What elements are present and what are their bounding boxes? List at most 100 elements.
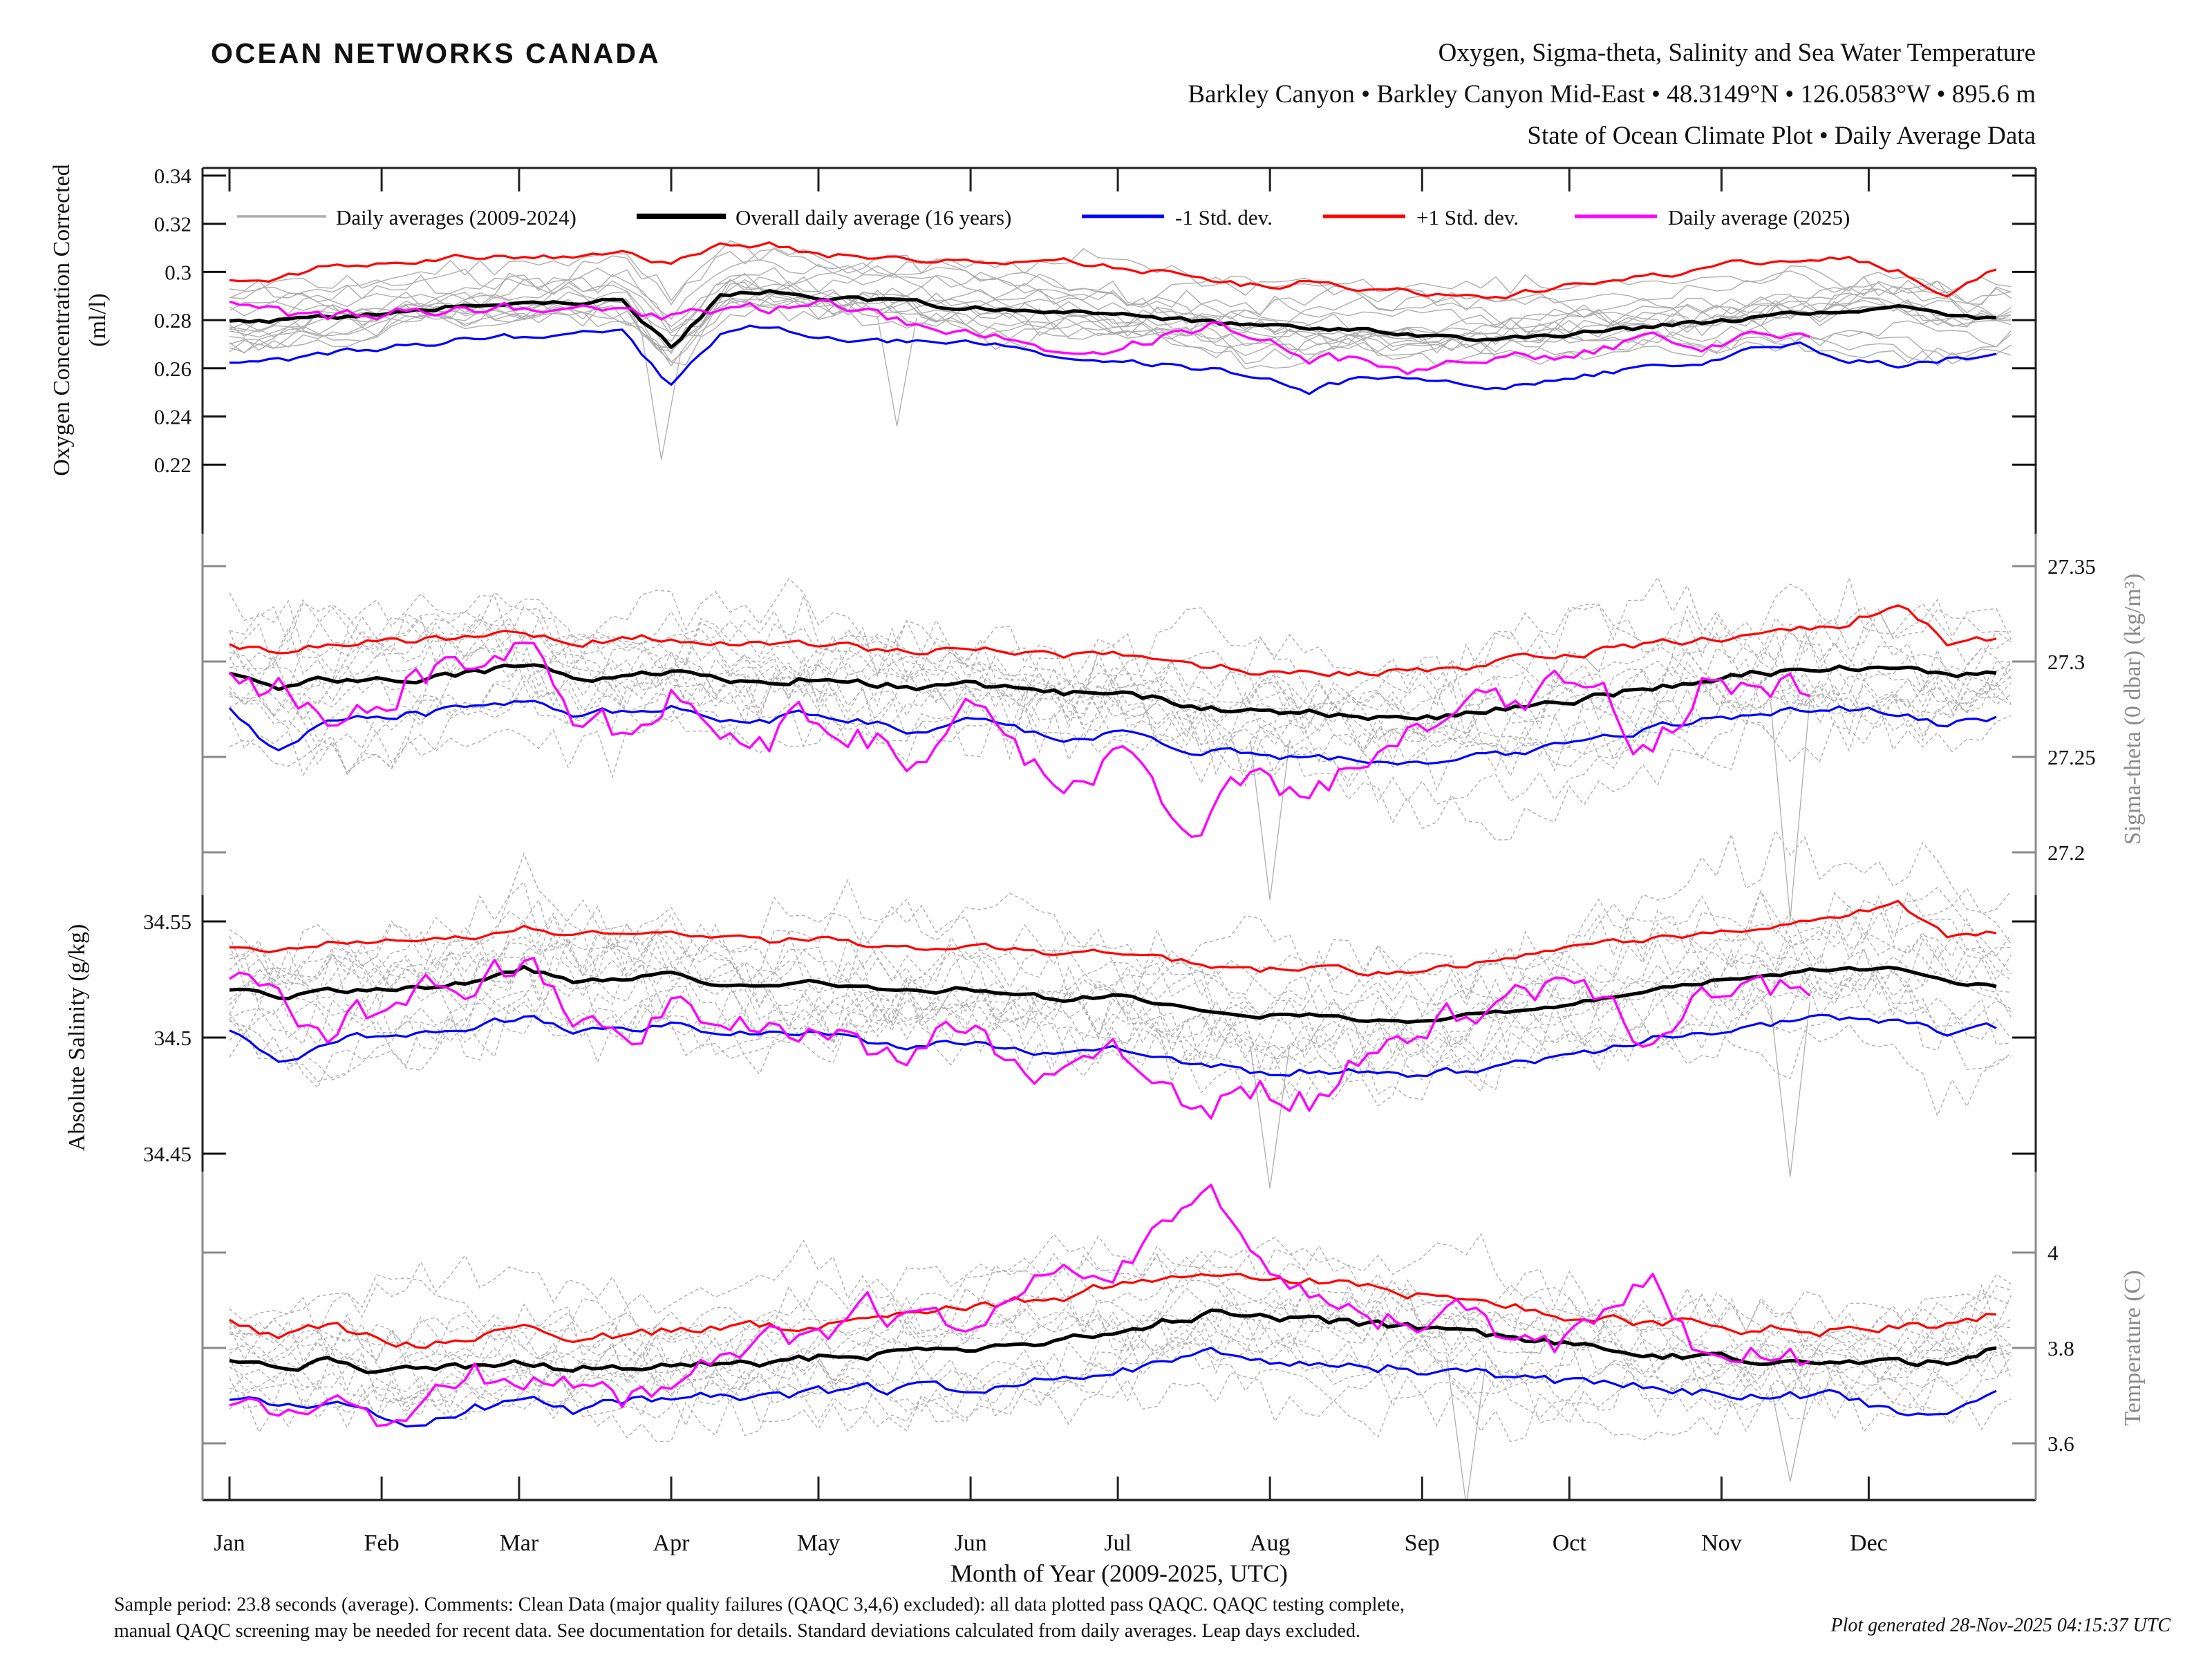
history-spike-line (1250, 1045, 1291, 1189)
history-year-line (229, 886, 2012, 1020)
history-year-line (229, 1356, 2012, 1441)
history-year-line (229, 612, 2012, 749)
y-axis-title-oxygen: Oxygen Concentration Corrected (49, 164, 75, 476)
history-year-line (229, 267, 2012, 365)
history-year-line (229, 829, 2012, 1002)
y-axis-units-oxygen: (ml/l) (85, 293, 111, 346)
history-year-line (229, 576, 2012, 753)
figure-subtitle-type: State of Ocean Climate Plot • Daily Aver… (1527, 122, 2036, 150)
history-year-line (229, 576, 2012, 700)
month-label: Aug (1250, 1530, 1291, 1556)
oxygen-tick-label: 0.34 (154, 164, 192, 188)
temperature-tick-label: 4 (2047, 1241, 2059, 1265)
footer-comments-line1: Sample period: 23.8 seconds (average). C… (114, 1594, 1405, 1615)
month-label: Oct (1553, 1530, 1587, 1556)
salinity-std_plus-line (229, 899, 1997, 977)
sigma_theta-tick-label: 27.25 (2047, 745, 2096, 769)
history-year-line (229, 946, 2012, 1076)
history-year-line (229, 945, 2012, 1082)
legend-label-minus-std: -1 Std. dev. (1175, 205, 1273, 229)
history-year-line (229, 1284, 2012, 1403)
figure-subtitle-location: Barkley Canyon • Barkley Canyon Mid-East… (1188, 80, 2036, 109)
history-year-line (229, 915, 2012, 1024)
oxygen-year_2025-line (229, 299, 1810, 375)
sigma_theta-year_2025-line (228, 641, 1810, 838)
salinity-panel-series (229, 829, 2012, 1189)
temperature-std_minus-line (229, 1347, 1997, 1428)
oxygen-std_minus-line (229, 324, 1997, 395)
history-year-line (229, 1315, 2012, 1443)
history-year-line (229, 622, 2012, 782)
oxygen-tick-label: 0.28 (154, 308, 191, 332)
history-year-line (229, 259, 2012, 328)
history-year-line (229, 1232, 2012, 1347)
history-year-line (229, 592, 2012, 715)
legend-label-2025: Daily average (2025) (1668, 205, 1850, 229)
history-year-line (229, 1294, 2012, 1405)
salinity-tick-label: 34.55 (143, 910, 191, 934)
salinity-year_2025-line (229, 956, 1811, 1120)
month-label: Jun (954, 1530, 986, 1556)
legend: Daily averages (2009-2024) Overall daily… (237, 205, 1850, 229)
oxygen-tick-label: 0.32 (154, 212, 191, 236)
history-year-line (229, 1292, 2012, 1408)
history-spike-line (1770, 1002, 1810, 1177)
salinity-mean-line (229, 965, 1997, 1024)
series-layer (228, 240, 2012, 1500)
oxygen-std_plus-line (229, 241, 1997, 300)
history-year-line (229, 268, 2012, 331)
plot-generated-note: Plot generated 28-Nov-2025 04:15:37 UTC (1830, 1615, 2171, 1636)
oxygen-tick-label: 0.3 (165, 260, 191, 284)
history-spike-line (1770, 699, 1810, 919)
history-spike-line (877, 315, 917, 427)
month-label: Jan (214, 1530, 245, 1556)
history-year-line (229, 655, 2012, 771)
figure-title: Oxygen, Sigma-theta, Salinity and Sea Wa… (1438, 39, 2036, 67)
month-label: Mar (500, 1530, 539, 1556)
history-year-line (229, 889, 2012, 1065)
salinity-std_minus-line (229, 1013, 1997, 1078)
month-label: Sep (1405, 1530, 1440, 1556)
month-label: Nov (1701, 1530, 1742, 1556)
footer-comments-line2: manual QAQC screening may be needed for … (114, 1620, 1360, 1642)
history-year-line (229, 279, 2012, 355)
history-year-line (229, 878, 2012, 1059)
y-axis-title-temperature: Temperature (C) (2120, 1270, 2146, 1425)
oxygen-tick-label: 0.24 (154, 405, 192, 429)
oxygen-panel-series (229, 240, 2012, 460)
month-label: Feb (364, 1530, 400, 1556)
chart-area: 0.34 0.32 0.3 0.28 0.26 0.24 0.22 27.35 27.3 27.2… (143, 164, 2096, 1556)
oxygen-tick-label: 0.22 (154, 453, 191, 477)
history-spike-line (641, 333, 682, 460)
salinity-tick-label: 34.5 (154, 1026, 191, 1050)
history-year-line (229, 1257, 2012, 1377)
temperature-std_plus-line (229, 1273, 1997, 1349)
y-axis-title-sigma-theta: Sigma-theta (0 dbar) (kg/m³) (2120, 574, 2146, 845)
temperature-year_2025-line (229, 1183, 1810, 1427)
month-label: Jul (1104, 1530, 1132, 1556)
onc-logo: OCEAN NETWORKS CANADA (211, 37, 661, 69)
history-year-line (229, 277, 2012, 343)
y-axis-title-salinity: Absolute Salinity (g/kg) (64, 924, 90, 1152)
history-year-line (229, 1302, 2012, 1383)
history-year-line (229, 659, 2012, 841)
history-year-line (229, 966, 2012, 1081)
temperature-tick-label: 3.8 (2047, 1336, 2074, 1360)
legend-label-history: Daily averages (2009-2024) (336, 205, 577, 229)
month-label: Apr (653, 1530, 691, 1556)
sigma_theta-panel-series (228, 576, 2012, 919)
sigma_theta-tick-label: 27.35 (2047, 554, 2096, 579)
sigma_theta-std_minus-line (228, 700, 1997, 766)
history-year-line (229, 1235, 2012, 1378)
history-year-line (229, 613, 2012, 730)
history-spike-line (1770, 1385, 1810, 1482)
history-year-line (229, 917, 2012, 1100)
history-year-line (229, 660, 2012, 805)
axes-frame: 0.34 0.32 0.3 0.28 0.26 0.24 0.22 27.35 27.3 27.2… (143, 164, 2096, 1556)
legend-label-plus-std: +1 Std. dev. (1416, 205, 1519, 229)
history-year-line (229, 1266, 2012, 1380)
legend-label-mean: Overall daily average (16 years) (735, 205, 1011, 229)
sigma_theta-tick-label: 27.2 (2047, 841, 2085, 865)
